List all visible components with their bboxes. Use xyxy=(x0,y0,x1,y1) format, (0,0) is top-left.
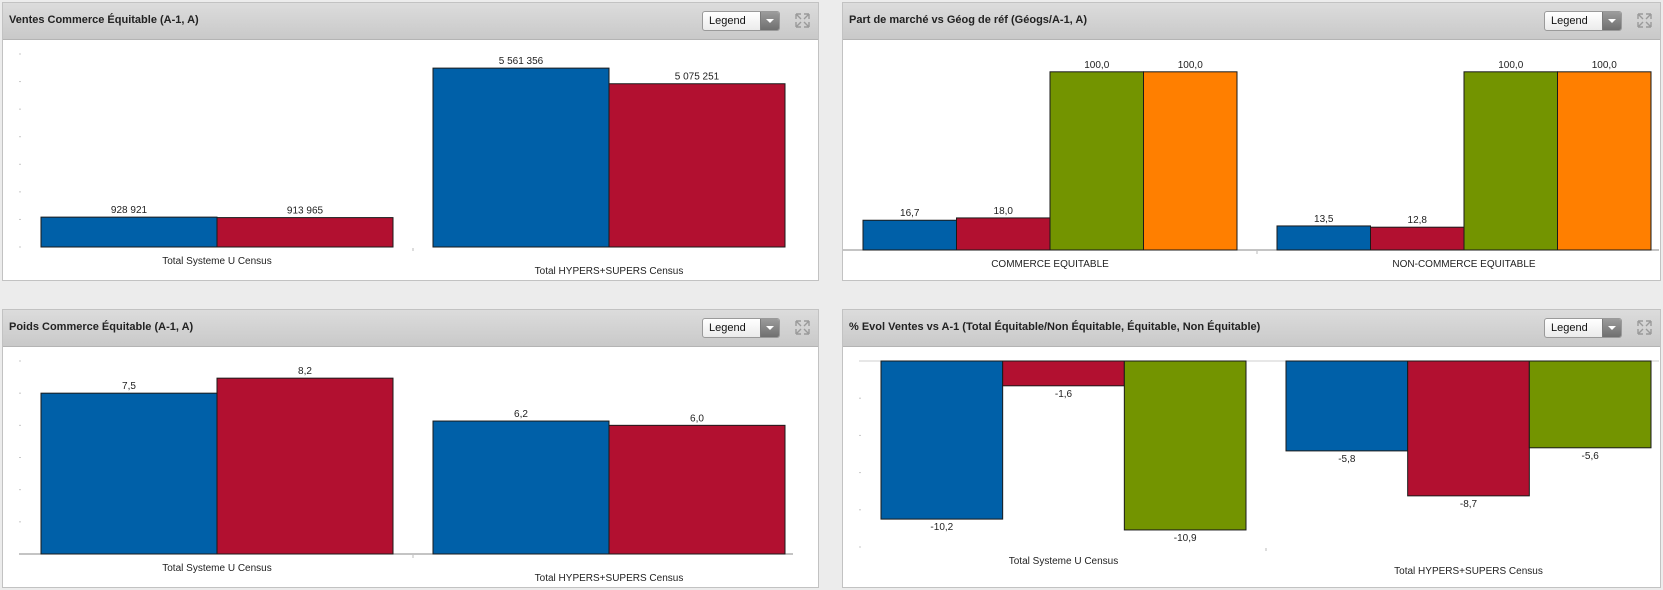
data-label: -10,2 xyxy=(930,522,953,533)
chart-evol-ventes: -10,2 -1,6 -10,9 Total Systeme U Census -5,8… xyxy=(859,360,1659,577)
panel-title: % Evol Ventes vs A-1 (Total Équitable/No… xyxy=(849,321,1261,333)
legend-dropdown-label: Legend xyxy=(709,322,746,334)
bar-total-systeme-u-census-1 xyxy=(40,392,218,555)
bar-total-hypers-supers-census-1 xyxy=(432,420,610,555)
category-label-total-hypers-supers-census: Total HYPERS+SUPERS Census xyxy=(535,573,684,584)
chevron-down-icon xyxy=(1602,12,1621,30)
chart-poids: 7,5 8,2 Total Systeme U Census 6,2 6,0 Total … xyxy=(19,360,793,584)
category-label-total-systeme-u-census: Total Systeme U Census xyxy=(1009,556,1119,567)
category-label-total-systeme-u-census: Total Systeme U Census xyxy=(162,563,272,574)
bar-total-hypers-supers-census-2 xyxy=(608,83,786,248)
bar-total-systeme-u-census-1 xyxy=(880,360,1004,520)
legend-dropdown[interactable]: Legend xyxy=(1544,11,1622,31)
bar-non-commerce-equitable-1 xyxy=(1276,225,1371,251)
bar-total-systeme-u-census-2 xyxy=(216,377,394,555)
category-label-total-hypers-supers-census: Total HYPERS+SUPERS Census xyxy=(1394,566,1543,577)
data-label: 13,5 xyxy=(1314,214,1334,225)
panel-header: % Evol Ventes vs A-1 (Total Équitable/No… xyxy=(843,310,1660,347)
bar-commerce-equitable-1 xyxy=(862,219,957,251)
data-label: 100,0 xyxy=(1592,60,1617,71)
expand-icon[interactable] xyxy=(794,12,811,29)
panel-header: Part de marché vs Géog de réf (Géogs/A-1… xyxy=(843,3,1660,40)
bar-total-hypers-supers-census-2 xyxy=(608,424,786,555)
data-label: 18,0 xyxy=(994,206,1014,217)
data-label: 6,0 xyxy=(690,413,704,424)
panel-title: Poids Commerce Équitable (A-1, A) xyxy=(9,321,194,333)
legend-dropdown-label: Legend xyxy=(709,15,746,27)
category-label-non-commerce-equitable: NON-COMMERCE EQUITABLE xyxy=(1392,259,1535,270)
data-label: 5 561 356 xyxy=(499,56,544,67)
bar-total-hypers-supers-census-1 xyxy=(1285,360,1409,452)
data-label: 913 965 xyxy=(287,206,324,217)
chart-ventes: 928 921 913 965 Total Systeme U Census 5 56… xyxy=(19,53,786,277)
panel-header: Ventes Commerce Équitable (A-1, A) Legen… xyxy=(3,3,818,40)
legend-dropdown-label: Legend xyxy=(1551,322,1588,334)
data-label: 8,2 xyxy=(298,366,312,377)
chevron-down-icon xyxy=(1602,319,1621,337)
chevron-down-icon xyxy=(760,319,779,337)
data-label: 100,0 xyxy=(1178,60,1203,71)
bar-non-commerce-equitable-2 xyxy=(1370,226,1465,251)
panel-poids-commerce-equitable: Poids Commerce Équitable (A-1, A) Legend… xyxy=(2,309,819,588)
panel-evol-ventes: % Evol Ventes vs A-1 (Total Équitable/No… xyxy=(842,309,1661,588)
data-label: -5,6 xyxy=(1582,451,1600,462)
panel-part-de-marche: Part de marché vs Géog de réf (Géogs/A-1… xyxy=(842,2,1661,281)
bar-total-systeme-u-census-2 xyxy=(1002,360,1125,387)
data-label: -1,6 xyxy=(1055,389,1073,400)
legend-dropdown[interactable]: Legend xyxy=(702,318,780,338)
bar-total-hypers-supers-census-1 xyxy=(432,67,610,248)
bar-non-commerce-equitable-3 xyxy=(1463,71,1558,251)
legend-dropdown[interactable]: Legend xyxy=(1544,318,1622,338)
expand-icon[interactable] xyxy=(794,319,811,336)
panel-header: Poids Commerce Équitable (A-1, A) Legend xyxy=(3,310,818,347)
data-label: 12,8 xyxy=(1408,215,1428,226)
chevron-down-icon xyxy=(760,12,779,30)
data-label: 100,0 xyxy=(1084,60,1109,71)
data-label: -8,7 xyxy=(1460,499,1478,510)
bar-commerce-equitable-4 xyxy=(1143,71,1238,251)
bar-total-hypers-supers-census-2 xyxy=(1407,360,1530,497)
category-label-total-systeme-u-census: Total Systeme U Census xyxy=(162,256,272,267)
bar-commerce-equitable-3 xyxy=(1049,71,1144,251)
data-label: 16,7 xyxy=(900,208,920,219)
category-label-total-hypers-supers-census: Total HYPERS+SUPERS Census xyxy=(535,266,684,277)
bar-commerce-equitable-2 xyxy=(956,217,1051,251)
legend-dropdown-label: Legend xyxy=(1551,15,1588,27)
bar-total-hypers-supers-census-3 xyxy=(1528,360,1652,449)
data-label: -10,9 xyxy=(1174,533,1197,544)
category-label-commerce-equitable: COMMERCE EQUITABLE xyxy=(991,259,1109,270)
data-label: 100,0 xyxy=(1498,60,1523,71)
expand-icon[interactable] xyxy=(1636,12,1653,29)
expand-icon[interactable] xyxy=(1636,319,1653,336)
legend-dropdown[interactable]: Legend xyxy=(702,11,780,31)
data-label: 7,5 xyxy=(122,381,136,392)
data-label: -5,8 xyxy=(1338,454,1356,465)
data-label: 6,2 xyxy=(514,409,528,420)
bar-total-systeme-u-census-3 xyxy=(1123,360,1247,531)
bar-total-systeme-u-census-1 xyxy=(40,216,218,248)
data-label: 5 075 251 xyxy=(675,72,720,83)
panel-title: Ventes Commerce Équitable (A-1, A) xyxy=(9,14,199,26)
bar-total-systeme-u-census-2 xyxy=(216,217,394,248)
chart-part-de-marche: 16,7 18,0 100,0 100,0 COMMERCE EQUITABLE 13,5… xyxy=(843,60,1659,270)
bar-non-commerce-equitable-4 xyxy=(1557,71,1652,251)
panel-title: Part de marché vs Géog de réf (Géogs/A-1… xyxy=(849,14,1087,26)
data-label: 928 921 xyxy=(111,205,148,216)
panel-ventes-commerce-equitable: Ventes Commerce Équitable (A-1, A) Legen… xyxy=(2,2,819,281)
